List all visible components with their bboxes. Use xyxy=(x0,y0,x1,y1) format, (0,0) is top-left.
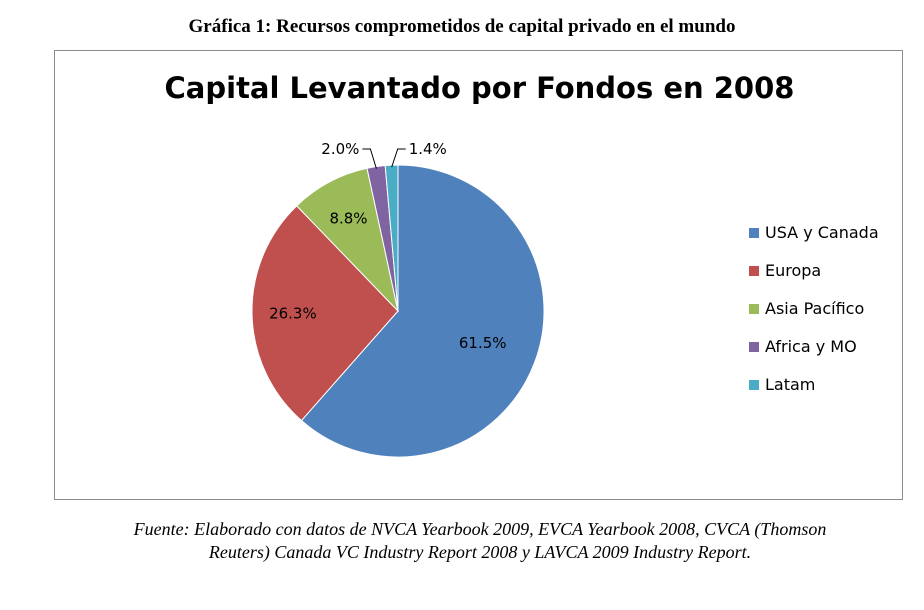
leader-line-africa-y-mo xyxy=(362,148,377,169)
legend-swatch xyxy=(749,228,759,238)
legend-label: Latam xyxy=(765,375,816,394)
data-label-africa-y-mo: 2.0% xyxy=(321,140,359,158)
legend-label: USA y Canada xyxy=(765,223,879,242)
legend-swatch xyxy=(749,304,759,314)
data-labels: 61.5% 26.3% 8.8% 2.0% 1.4% xyxy=(269,140,506,352)
pie-chart: 61.5% 26.3% 8.8% 2.0% 1.4% xyxy=(251,140,545,458)
pie-slice-usa-y-canada xyxy=(300,164,545,458)
data-label-europa: 26.3% xyxy=(269,304,317,322)
source-line-2: Reuters) Canada VC Industry Report 2008 … xyxy=(208,542,752,562)
legend-swatch xyxy=(749,266,759,276)
leader-line-latam xyxy=(391,148,406,168)
legend-label: Asia Pacífico xyxy=(765,299,865,318)
pie-slice-latam xyxy=(384,164,399,312)
pie-slice-europa xyxy=(251,205,399,422)
leader-lines xyxy=(362,148,406,169)
data-label-latam: 1.4% xyxy=(409,140,447,158)
data-label-asia-pacifico: 8.8% xyxy=(329,209,367,227)
data-label-usa-y-canada: 61.5% xyxy=(459,334,507,352)
legend-swatch xyxy=(749,380,759,390)
pie-slices xyxy=(251,164,545,458)
legend-swatch xyxy=(749,342,759,352)
figure-heading: Gráfica 1: Recursos comprometidos de cap… xyxy=(188,16,736,37)
source-note: Fuente: Elaborado con datos de NVCA Year… xyxy=(40,518,920,564)
chart-title: Capital Levantado por Fondos en 2008 xyxy=(164,71,795,105)
chart-frame: 61.5% 26.3% 8.8% 2.0% 1.4% Capital Levantado… xyxy=(54,50,903,500)
source-line-1: Fuente: Elaborado con datos de NVCA Year… xyxy=(133,519,827,539)
legend-label: Europa xyxy=(765,261,822,280)
pie-slice-asia-pacifico xyxy=(296,167,399,313)
legend-label: Africa y MO xyxy=(765,337,857,356)
